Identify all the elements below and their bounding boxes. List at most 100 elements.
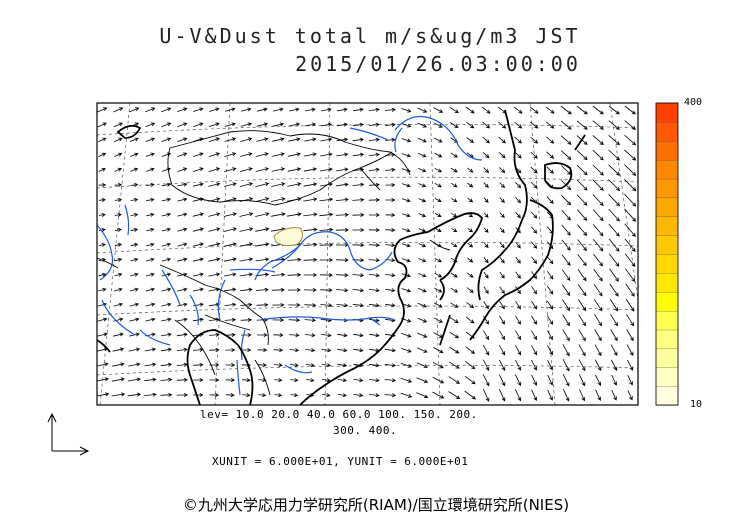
wind-vector: [448, 376, 461, 384]
wind-vector: [192, 272, 204, 277]
wind-vector: [592, 105, 604, 115]
wind-vector: [515, 271, 521, 279]
wind-vector: [546, 166, 554, 174]
wind-vector: [384, 107, 396, 112]
wind-vector: [369, 393, 380, 398]
wind-vector: [465, 346, 476, 354]
wind-vector: [271, 197, 286, 202]
wind-vector: [257, 333, 268, 338]
wind-vector: [161, 122, 172, 128]
wind-vector: [161, 107, 172, 113]
wind-vector: [304, 303, 317, 308]
colorbar-max-label: 400: [684, 97, 703, 108]
colorbar-band: [655, 216, 679, 236]
wind-vector: [145, 272, 155, 277]
wind-vector: [239, 212, 254, 217]
wind-vector: [176, 332, 188, 337]
wind-vector: [576, 164, 588, 176]
wind-vector: [303, 152, 317, 157]
wind-vector: [129, 317, 140, 322]
wind-vector: [240, 287, 253, 292]
wind-vector: [385, 137, 396, 142]
wind-vector: [337, 333, 348, 338]
wind-vector: [418, 168, 427, 173]
wind-vector: [255, 287, 269, 292]
wind-vector: [499, 212, 505, 219]
wind-vector: [626, 329, 634, 342]
wind-vector: [561, 284, 571, 297]
wind-vector: [271, 182, 286, 187]
wind-vector: [531, 286, 537, 295]
wind-vector: [592, 179, 604, 191]
wind-vector: [515, 389, 522, 402]
wind-vector: [336, 137, 349, 142]
wind-vector: [239, 182, 253, 187]
wind-vector: [608, 105, 620, 115]
wind-vector: [450, 272, 458, 278]
wind-vector: [161, 227, 172, 232]
wind-vector: [416, 377, 429, 384]
wind-vector: [577, 269, 587, 282]
wind-vector: [624, 105, 636, 115]
wind-vector: [481, 106, 491, 114]
wind-vector: [466, 287, 474, 293]
wind-vector: [97, 362, 109, 367]
wind-vector: [401, 213, 411, 218]
copyright-notice: ©九州大学応用力学研究所(RIAM)/国立環境研究所(NIES): [182, 496, 570, 514]
wind-vector: [257, 363, 267, 368]
wind-vector: [561, 254, 571, 266]
wind-vector: [97, 332, 108, 337]
wind-vector: [272, 318, 285, 323]
wind-vector: [177, 302, 188, 307]
wind-vector: [483, 271, 489, 279]
wind-vector: [145, 287, 156, 292]
wind-vector: [193, 107, 204, 112]
wind-vector: [499, 167, 506, 174]
wind-vector: [98, 137, 107, 143]
wind-vector: [209, 347, 220, 352]
wind-vector: [467, 257, 474, 263]
colorbar-band: [655, 310, 679, 331]
wind-vector: [97, 317, 108, 322]
wind-vector: [303, 212, 318, 217]
wind-vector: [579, 389, 586, 402]
wind-vector: [609, 283, 619, 297]
wind-vector: [515, 359, 522, 371]
wind-vector: [352, 152, 365, 157]
wind-vector: [384, 393, 397, 398]
wind-vector: [271, 287, 285, 292]
wind-vector: [273, 363, 283, 368]
wind-vector: [320, 152, 333, 157]
wind-vector: [592, 164, 604, 176]
wind-vector: [113, 107, 124, 113]
wind-vector: [576, 150, 588, 161]
wind-vector: [239, 272, 253, 277]
wind-vector: [224, 182, 237, 187]
wind-vector: [514, 151, 522, 159]
wind-vector: [624, 164, 637, 176]
vector-unit-info: XUNIT = 6.000E+01, YUNIT = 6.000E+01: [212, 455, 469, 468]
wind-vector: [499, 227, 505, 234]
wind-vector: [385, 213, 396, 218]
wind-vector: [98, 182, 107, 188]
wind-vector: [98, 167, 106, 172]
wind-vector: [320, 288, 333, 293]
wind-vector: [146, 197, 155, 202]
wind-vector: [530, 181, 538, 189]
wind-vector: [320, 303, 333, 308]
wind-vector: [289, 348, 300, 353]
wind-vector: [352, 227, 365, 233]
wind-vector: [208, 272, 221, 277]
wind-vector: [546, 256, 554, 265]
wind-vector: [177, 242, 188, 247]
wind-vector: [97, 122, 107, 128]
colorbar-band: [655, 253, 679, 274]
wind-vector: [114, 182, 123, 187]
wind-vector: [417, 137, 427, 143]
wind-vector: [498, 389, 506, 402]
wind-vector: [256, 302, 269, 307]
wind-vector: [129, 107, 140, 113]
wind-vector: [417, 107, 428, 113]
wind-vector: [483, 315, 489, 325]
wind-vector: [531, 241, 538, 249]
